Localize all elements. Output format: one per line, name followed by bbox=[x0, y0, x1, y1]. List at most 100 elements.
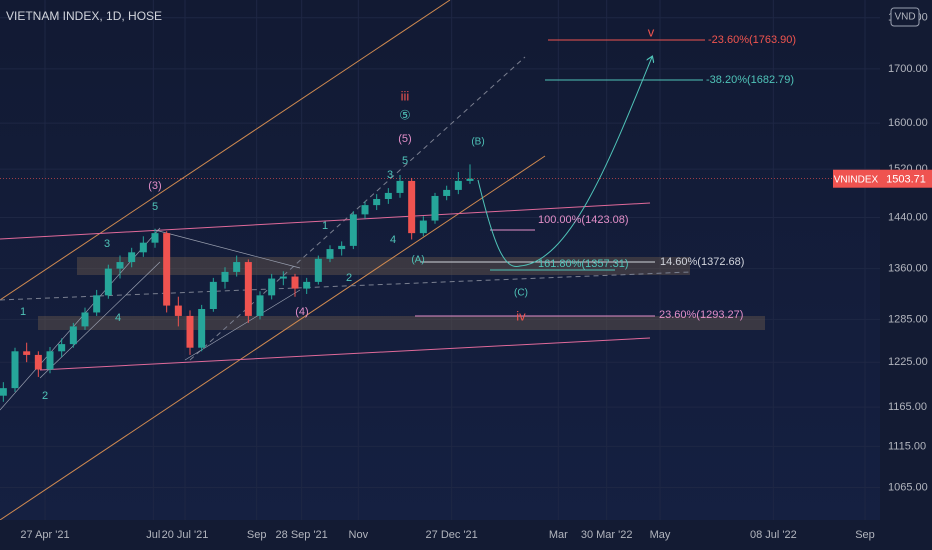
candle-body bbox=[338, 245, 346, 250]
candle-body bbox=[221, 271, 229, 282]
candle-body bbox=[34, 354, 42, 370]
wave-label: (3) bbox=[148, 180, 161, 192]
axes: 1065.00 1115.00 1165.00 1225.00 1285.00 1360.… bbox=[20, 12, 927, 541]
wave-label: (C) bbox=[514, 288, 528, 299]
wave-label: 1 bbox=[322, 220, 328, 232]
candle-body bbox=[373, 199, 381, 206]
channel-line bbox=[0, 271, 691, 301]
wave-label: 1 bbox=[20, 306, 26, 318]
candle-body bbox=[326, 249, 334, 259]
x-axis-panel bbox=[0, 520, 932, 550]
fib-label: 14.60%(1372.68) bbox=[660, 256, 744, 268]
wave-label: iv bbox=[516, 308, 526, 323]
candle-body bbox=[0, 388, 7, 396]
fib-label: 23.60%(1293.27) bbox=[659, 309, 743, 321]
candle-body bbox=[396, 180, 404, 193]
y-tick-label: 1225.00 bbox=[888, 356, 928, 368]
symbol-tag bbox=[833, 169, 880, 188]
candle-body bbox=[69, 326, 77, 345]
wave-label: 3 bbox=[104, 238, 110, 250]
last-price-label: 1503.71 bbox=[886, 174, 926, 186]
trend-line bbox=[154, 229, 301, 269]
candle-body bbox=[314, 258, 322, 282]
wave-label: 2 bbox=[42, 390, 48, 402]
wave-label: 5 bbox=[402, 155, 408, 167]
candle-body bbox=[23, 351, 31, 355]
fib-label: -38.20%(1682.79) bbox=[706, 74, 794, 86]
candle-body bbox=[186, 315, 194, 348]
x-tick-label: May bbox=[650, 529, 671, 541]
candle-body bbox=[93, 295, 101, 313]
candle-body bbox=[11, 351, 19, 389]
wave-label: 5 bbox=[152, 201, 158, 213]
candle-body bbox=[431, 195, 439, 221]
x-tick-label: Jul bbox=[146, 529, 160, 541]
y-tick-label: 1115.00 bbox=[888, 440, 926, 452]
candle-body bbox=[46, 351, 54, 370]
y-tick-label: 1440.00 bbox=[888, 211, 928, 223]
wave-label: v bbox=[648, 24, 655, 39]
channel-line bbox=[0, 0, 451, 301]
x-tick-label: Sep bbox=[855, 529, 875, 541]
wave-label: 4 bbox=[390, 234, 396, 246]
grid bbox=[0, 0, 880, 520]
candle-body bbox=[163, 233, 171, 306]
y-tick-label: 1360.00 bbox=[888, 263, 928, 275]
candles bbox=[0, 164, 474, 402]
candle-body bbox=[408, 180, 416, 234]
trend-line bbox=[39, 337, 651, 371]
candle-body bbox=[198, 309, 206, 348]
symbol-label: VNINDEX bbox=[834, 174, 879, 185]
y-tick-label: 1700.00 bbox=[888, 63, 928, 75]
x-tick-label: 28 Sep '21 bbox=[276, 529, 328, 541]
currency-button[interactable] bbox=[890, 7, 920, 27]
candle-body bbox=[303, 281, 311, 289]
wave-label: (B) bbox=[471, 137, 484, 148]
candle-body bbox=[81, 312, 89, 327]
candle-body bbox=[104, 268, 112, 296]
currency-label[interactable]: VND bbox=[894, 12, 915, 23]
candle-body bbox=[443, 189, 451, 196]
wave-label: (4) bbox=[295, 306, 308, 318]
fib-label: 100.00%(1423.08) bbox=[538, 214, 629, 226]
price-tag bbox=[880, 169, 932, 188]
wave-label: ⑤ bbox=[399, 107, 411, 122]
x-tick-label: 20 Jul '21 bbox=[162, 529, 209, 541]
y-tick-label: 1165.00 bbox=[888, 401, 927, 413]
trend-line bbox=[184, 289, 301, 361]
wave-label: 2 bbox=[346, 272, 352, 284]
candle-body bbox=[128, 252, 136, 263]
chart-title: VIETNAM INDEX, 1D, HOSE bbox=[6, 9, 162, 23]
candle-body bbox=[384, 192, 392, 200]
fib-label: 161.80%(1357.31) bbox=[538, 258, 629, 270]
x-tick-label: Nov bbox=[349, 529, 369, 541]
candle-body bbox=[361, 205, 369, 215]
candle-body bbox=[279, 276, 287, 279]
candle-body bbox=[244, 262, 252, 316]
x-tick-label: 08 Jul '22 bbox=[750, 529, 797, 541]
y-axis-panel bbox=[880, 0, 932, 550]
candle-body bbox=[174, 305, 182, 316]
candle-body bbox=[139, 242, 147, 253]
candle-body bbox=[151, 233, 159, 243]
channel-line bbox=[0, 155, 546, 521]
wave-label: 3 bbox=[387, 169, 393, 181]
x-tick-label: Mar bbox=[549, 529, 568, 541]
x-tick-label: Sep bbox=[247, 529, 267, 541]
wave-label: (5) bbox=[398, 133, 411, 145]
candle-body bbox=[349, 214, 357, 246]
wave-label: 4 bbox=[115, 312, 121, 324]
x-tick-label: 27 Apr '21 bbox=[20, 529, 69, 541]
fib-label: -23.60%(1763.90) bbox=[708, 34, 796, 46]
y-tick-label: 1285.00 bbox=[888, 313, 928, 325]
wave-label: iii bbox=[401, 88, 410, 103]
candle-body bbox=[256, 295, 264, 316]
y-tick-label: 1600.00 bbox=[888, 117, 928, 129]
candle-body bbox=[209, 281, 217, 310]
candle-body bbox=[454, 180, 462, 190]
candle-body bbox=[233, 262, 241, 272]
annotations: v -23.60%(1763.90) -38.20%(1682.79) iii … bbox=[20, 24, 796, 401]
zone bbox=[38, 316, 765, 330]
